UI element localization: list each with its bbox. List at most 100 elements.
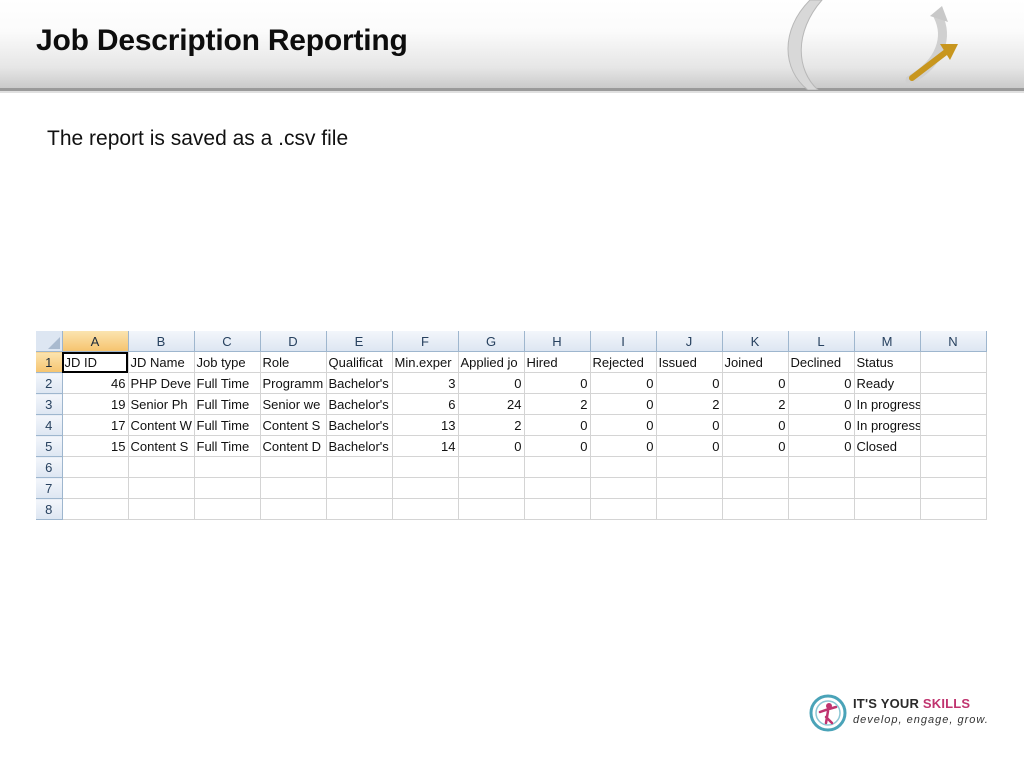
cell-a6[interactable]	[62, 456, 129, 478]
cell-f3[interactable]: 6	[392, 393, 459, 415]
cell-f1[interactable]: Min.exper	[392, 351, 459, 373]
cell-l7[interactable]	[788, 477, 855, 499]
cell-j2[interactable]: 0	[656, 372, 723, 394]
column-header-h[interactable]: H	[524, 331, 591, 352]
cell-n6[interactable]	[920, 456, 987, 478]
cell-l1[interactable]: Declined	[788, 351, 855, 373]
cell-l3[interactable]: 0	[788, 393, 855, 415]
cell-h1[interactable]: Hired	[524, 351, 591, 373]
cell-b1[interactable]: JD Name	[128, 351, 195, 373]
cell-g1[interactable]: Applied jo	[458, 351, 525, 373]
cell-i2[interactable]: 0	[590, 372, 657, 394]
row-header-8[interactable]: 8	[36, 498, 63, 520]
column-header-k[interactable]: K	[722, 331, 789, 352]
cell-e7[interactable]	[326, 477, 393, 499]
cell-g8[interactable]	[458, 498, 525, 520]
cell-e4[interactable]: Bachelor's	[326, 414, 393, 436]
cell-n8[interactable]	[920, 498, 987, 520]
cell-a8[interactable]	[62, 498, 129, 520]
row-header-1[interactable]: 1	[36, 351, 63, 373]
cell-d3[interactable]: Senior we	[260, 393, 327, 415]
cell-n5[interactable]	[920, 435, 987, 457]
cell-a2[interactable]: 46	[62, 372, 129, 394]
cell-f5[interactable]: 14	[392, 435, 459, 457]
cell-d7[interactable]	[260, 477, 327, 499]
cell-e3[interactable]: Bachelor's	[326, 393, 393, 415]
cell-d4[interactable]: Content S	[260, 414, 327, 436]
cell-j6[interactable]	[656, 456, 723, 478]
column-header-d[interactable]: D	[260, 331, 327, 352]
cell-e2[interactable]: Bachelor's	[326, 372, 393, 394]
cell-f2[interactable]: 3	[392, 372, 459, 394]
cell-c8[interactable]	[194, 498, 261, 520]
cell-n7[interactable]	[920, 477, 987, 499]
cell-d8[interactable]	[260, 498, 327, 520]
cell-a3[interactable]: 19	[62, 393, 129, 415]
cell-i3[interactable]: 0	[590, 393, 657, 415]
cell-k2[interactable]: 0	[722, 372, 789, 394]
cell-c5[interactable]: Full Time	[194, 435, 261, 457]
cell-i4[interactable]: 0	[590, 414, 657, 436]
cell-f6[interactable]	[392, 456, 459, 478]
cell-b4[interactable]: Content W	[128, 414, 195, 436]
cell-m1[interactable]: Status	[854, 351, 921, 373]
cell-d6[interactable]	[260, 456, 327, 478]
column-header-l[interactable]: L	[788, 331, 855, 352]
cell-b3[interactable]: Senior Ph	[128, 393, 195, 415]
cell-c3[interactable]: Full Time	[194, 393, 261, 415]
cell-l4[interactable]: 0	[788, 414, 855, 436]
cell-h5[interactable]: 0	[524, 435, 591, 457]
cell-a7[interactable]	[62, 477, 129, 499]
cell-h7[interactable]	[524, 477, 591, 499]
cell-h3[interactable]: 2	[524, 393, 591, 415]
cell-j4[interactable]: 0	[656, 414, 723, 436]
cell-j1[interactable]: Issued	[656, 351, 723, 373]
row-header-4[interactable]: 4	[36, 414, 63, 436]
cell-m5[interactable]: Closed	[854, 435, 921, 457]
cell-c4[interactable]: Full Time	[194, 414, 261, 436]
cell-i6[interactable]	[590, 456, 657, 478]
column-header-c[interactable]: C	[194, 331, 261, 352]
column-header-j[interactable]: J	[656, 331, 723, 352]
cell-m4[interactable]: In progress	[854, 414, 921, 436]
cell-e6[interactable]	[326, 456, 393, 478]
column-header-a[interactable]: A	[62, 331, 129, 352]
cell-k6[interactable]	[722, 456, 789, 478]
cell-i5[interactable]: 0	[590, 435, 657, 457]
cell-a5[interactable]: 15	[62, 435, 129, 457]
cell-j5[interactable]: 0	[656, 435, 723, 457]
cell-c6[interactable]	[194, 456, 261, 478]
cell-n2[interactable]	[920, 372, 987, 394]
cell-b7[interactable]	[128, 477, 195, 499]
cell-g7[interactable]	[458, 477, 525, 499]
cell-i1[interactable]: Rejected	[590, 351, 657, 373]
cell-d1[interactable]: Role	[260, 351, 327, 373]
row-header-5[interactable]: 5	[36, 435, 63, 457]
cell-j7[interactable]	[656, 477, 723, 499]
row-header-3[interactable]: 3	[36, 393, 63, 415]
cell-f4[interactable]: 13	[392, 414, 459, 436]
cell-e1[interactable]: Qualificat	[326, 351, 393, 373]
cell-h8[interactable]	[524, 498, 591, 520]
cell-g2[interactable]: 0	[458, 372, 525, 394]
cell-g4[interactable]: 2	[458, 414, 525, 436]
cell-a1[interactable]: JD ID	[62, 351, 129, 373]
cell-a4[interactable]: 17	[62, 414, 129, 436]
cell-e8[interactable]	[326, 498, 393, 520]
cell-b2[interactable]: PHP Deve	[128, 372, 195, 394]
cell-k4[interactable]: 0	[722, 414, 789, 436]
cell-m8[interactable]	[854, 498, 921, 520]
cell-d5[interactable]: Content D	[260, 435, 327, 457]
column-header-e[interactable]: E	[326, 331, 393, 352]
cell-c1[interactable]: Job type	[194, 351, 261, 373]
column-header-f[interactable]: F	[392, 331, 459, 352]
cell-b6[interactable]	[128, 456, 195, 478]
row-header-2[interactable]: 2	[36, 372, 63, 394]
cell-l2[interactable]: 0	[788, 372, 855, 394]
cell-k7[interactable]	[722, 477, 789, 499]
cell-i7[interactable]	[590, 477, 657, 499]
cell-f8[interactable]	[392, 498, 459, 520]
cell-h2[interactable]: 0	[524, 372, 591, 394]
cell-d2[interactable]: Programm	[260, 372, 327, 394]
column-header-b[interactable]: B	[128, 331, 195, 352]
